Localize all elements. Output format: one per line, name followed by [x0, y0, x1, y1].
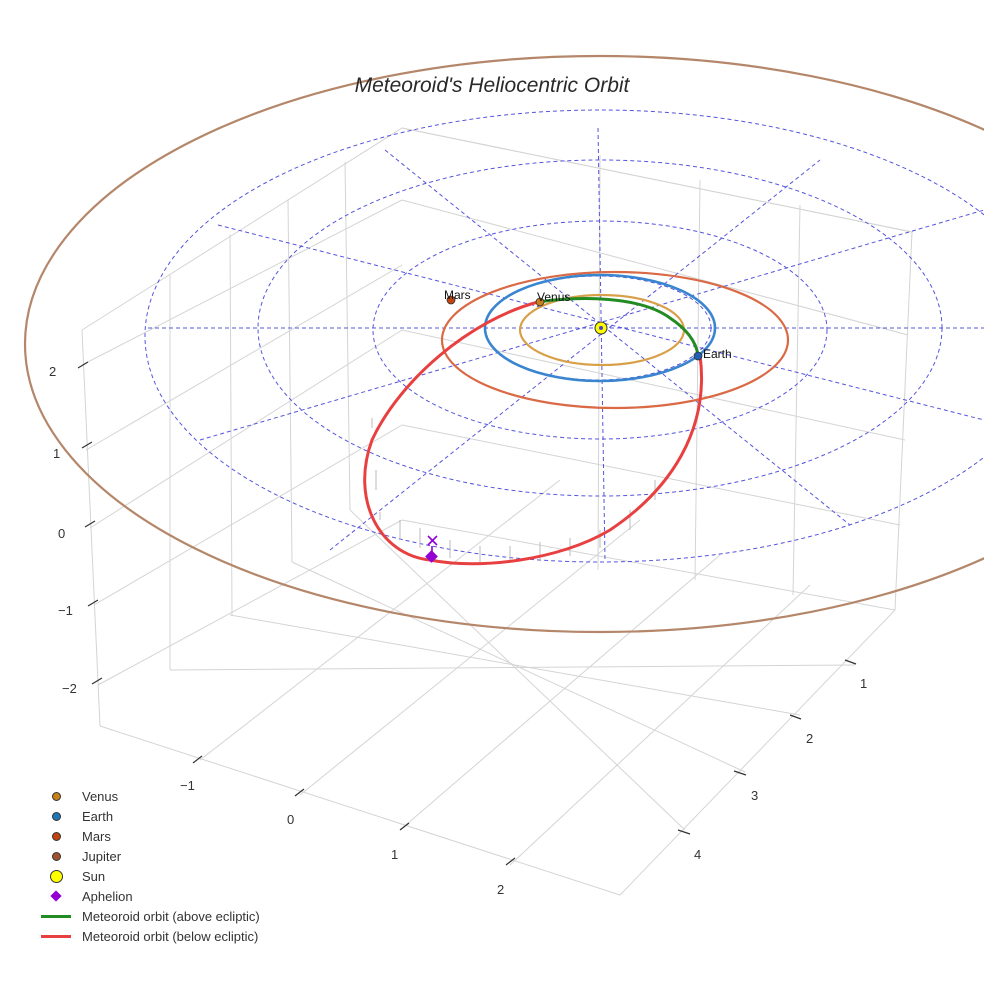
- mars-marker[interactable]: [446, 295, 456, 305]
- legend-label: Mars: [82, 828, 111, 844]
- legend-item-aphelion[interactable]: Aphelion: [38, 886, 260, 906]
- legend-item-sun[interactable]: Sun: [38, 866, 260, 886]
- x-tick-label: −1: [180, 778, 195, 793]
- earth-orbit: [483, 273, 717, 383]
- x-tick-label: 0: [287, 812, 295, 827]
- z-tick-label: 0: [58, 526, 66, 541]
- legend-label: Venus: [82, 788, 119, 804]
- mars-dot-icon: [51, 831, 61, 841]
- x-tick-label: 2: [497, 882, 505, 897]
- y-tick-label: 3: [751, 788, 759, 803]
- legend-item-mars[interactable]: Mars: [38, 826, 260, 846]
- venus-dot-icon: [51, 791, 61, 801]
- z-tick-label: −2: [62, 681, 77, 696]
- legend-item-orbit-below[interactable]: Meteoroid orbit (below ecliptic): [38, 926, 260, 946]
- ecliptic-polar-grid: [144, 109, 984, 563]
- legend-label: Earth: [82, 808, 114, 824]
- legend: Venus Earth Mars Jupiter Sun Aphelion Me…: [38, 786, 260, 946]
- green-line-icon: [41, 914, 71, 918]
- y-tick-label: 2: [806, 731, 814, 746]
- meteoroid-orbit-below: [363, 300, 703, 566]
- axis-box-grid: [81, 127, 913, 896]
- legend-item-earth[interactable]: Earth: [38, 806, 260, 826]
- y-tick-label: 1: [860, 676, 868, 691]
- chart-title: Meteoroid's Heliocentric Orbit: [354, 74, 630, 97]
- z-tick-label: 2: [49, 364, 57, 379]
- jupiter-orbit: [24, 54, 984, 634]
- earth-dot-icon: [51, 811, 61, 821]
- earth-marker[interactable]: [693, 351, 703, 361]
- jupiter-dot-icon: [51, 851, 61, 861]
- legend-label: Meteoroid orbit (below ecliptic): [82, 928, 259, 944]
- earth-label: Earth: [703, 347, 732, 361]
- mars-orbit: [440, 270, 790, 410]
- x-tick-label: 1: [391, 847, 399, 862]
- sun-center: [599, 326, 603, 330]
- legend-item-jupiter[interactable]: Jupiter: [38, 846, 260, 866]
- aphelion-projection-x: [427, 535, 438, 552]
- diamond-icon: [50, 890, 62, 902]
- legend-label: Aphelion: [82, 888, 133, 904]
- z-tick-label: −1: [58, 603, 73, 618]
- red-line-icon: [41, 934, 71, 938]
- axis-tick-marks: [77, 361, 857, 866]
- legend-label: Meteoroid orbit (above ecliptic): [82, 908, 260, 924]
- legend-label: Jupiter: [82, 848, 122, 864]
- z-tick-label: 1: [53, 446, 61, 461]
- y-tick-label: 4: [694, 847, 702, 862]
- venus-marker[interactable]: [535, 297, 545, 307]
- legend-item-venus[interactable]: Venus: [38, 786, 260, 806]
- legend-label: Sun: [82, 868, 106, 884]
- venus-label: Venus: [537, 290, 571, 304]
- meteoroid-orbit-above: [537, 297, 700, 356]
- mars-label: Mars: [444, 288, 471, 302]
- legend-item-orbit-above[interactable]: Meteoroid orbit (above ecliptic): [38, 906, 260, 926]
- sun-circle-icon: [49, 869, 63, 883]
